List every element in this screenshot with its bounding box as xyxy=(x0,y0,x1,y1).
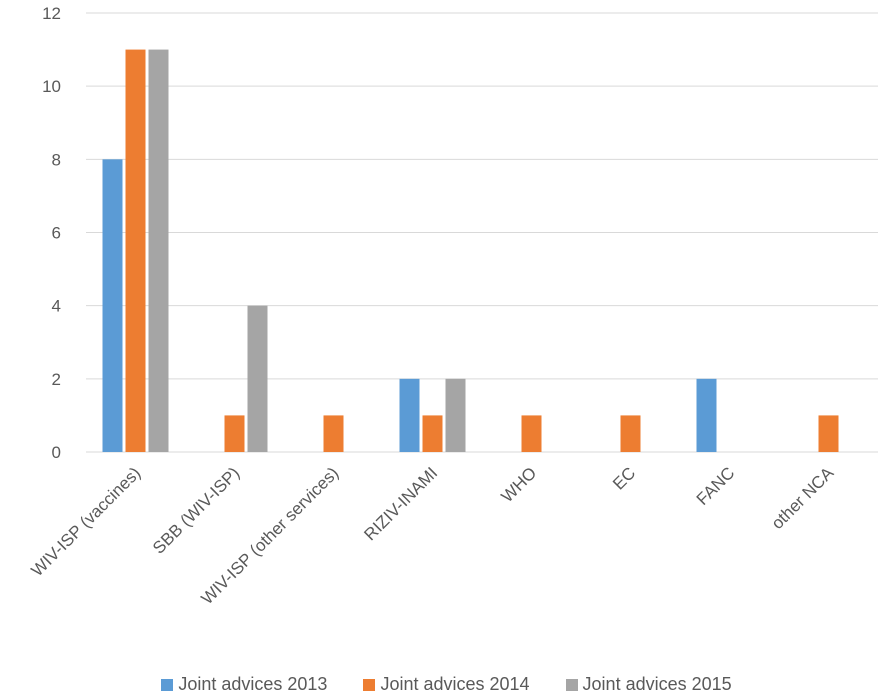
legend-item: Joint advices 2013 xyxy=(161,674,327,695)
y-tick-label: 6 xyxy=(52,224,61,243)
bar-2-1 xyxy=(125,49,146,452)
bar-3-4 xyxy=(445,378,466,452)
bar-1-4 xyxy=(399,378,420,452)
legend-item: Joint advices 2014 xyxy=(363,674,530,695)
y-tick-label: 12 xyxy=(42,4,61,23)
gridlines xyxy=(86,12,878,453)
x-axis-labels: WIV-ISP (vaccines) SBB (WIV-ISP)WIV-ISP (… xyxy=(28,463,838,608)
bar-1-1 xyxy=(102,159,123,453)
y-tick-label: 2 xyxy=(52,370,61,389)
bar-1-7 xyxy=(696,378,717,452)
y-tick-label: 0 xyxy=(52,443,61,462)
legend-swatch xyxy=(565,679,578,691)
legend: Joint advices 2013 Joint advices 2014 Join… xyxy=(0,674,893,695)
bar-3-1 xyxy=(148,49,169,452)
legend-item: Joint advices 2015 xyxy=(565,674,732,695)
category-label: WIV-ISP (vaccines) xyxy=(28,463,145,580)
y-tick-label: 8 xyxy=(52,150,61,169)
legend-swatch xyxy=(161,679,174,691)
category-label: WHO xyxy=(498,463,541,506)
bar-2-6 xyxy=(620,415,641,452)
bar-2-2 xyxy=(224,415,245,452)
legend-label: Joint advices 2014 xyxy=(380,674,530,694)
category-label: SBB (WIV-ISP) xyxy=(149,463,243,557)
y-axis-ticks: 0 2 4 6 8 10 12 xyxy=(42,4,61,462)
bar-2-4 xyxy=(422,415,443,452)
y-tick-label: 4 xyxy=(52,297,61,316)
bar-3-2 xyxy=(247,305,268,452)
category-label: other NCA xyxy=(768,463,838,533)
legend-label: Joint advices 2013 xyxy=(178,674,328,694)
bar-chart: 0 2 4 6 8 10 12 WIV-ISP (vaccines) SBB (WIV-ISP… xyxy=(28,4,878,608)
category-label: EC xyxy=(609,463,639,493)
bar-2-8 xyxy=(818,415,839,452)
legend-label: Joint advices 2015 xyxy=(582,674,732,694)
legend-swatch xyxy=(363,679,376,691)
category-label: RIZIV-INAMI xyxy=(360,463,441,544)
category-label: FANC xyxy=(693,463,738,508)
y-tick-label: 10 xyxy=(42,77,61,96)
bars xyxy=(102,49,839,453)
bar-2-3 xyxy=(323,415,344,452)
bar-2-5 xyxy=(521,415,542,452)
